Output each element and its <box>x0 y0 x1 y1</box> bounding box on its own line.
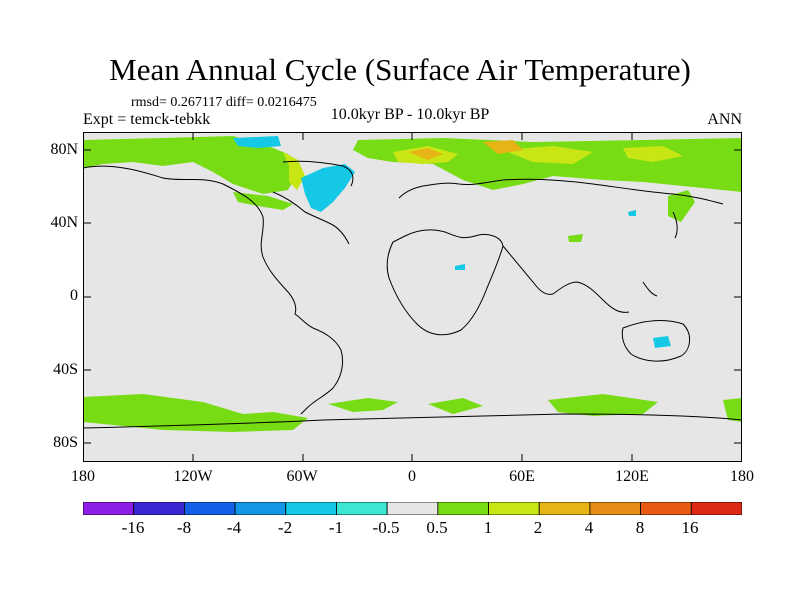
colorbar-label: 8 <box>635 518 645 537</box>
colorbar <box>83 502 742 515</box>
colorbar-swatch <box>437 502 489 515</box>
lat-label-80n: 80N <box>50 141 78 158</box>
colorbar-label: 4 <box>584 518 594 537</box>
warm-anomaly-regions <box>83 136 742 432</box>
colorbar-label: -2 <box>277 518 293 537</box>
colorbar-label: -1 <box>328 518 344 537</box>
lon-label-180w: 180 <box>71 468 95 485</box>
colorbar-swatch <box>336 502 388 515</box>
lon-label-60e: 60E <box>509 468 535 485</box>
season-label: ANN <box>707 111 742 128</box>
colorbar-label: 2 <box>533 518 543 537</box>
colorbar-swatch <box>83 502 135 515</box>
colorbar-label: -4 <box>226 518 242 537</box>
lat-label-40n: 40N <box>50 214 78 231</box>
colorbar-swatch <box>538 502 591 515</box>
chart-title: Mean Annual Cycle (Surface Air Temperatu… <box>109 52 691 87</box>
axis-ticks <box>83 132 742 462</box>
colorbar-swatch <box>234 502 287 515</box>
colorbar-swatch <box>589 502 642 515</box>
lat-label-80s: 80S <box>53 434 78 451</box>
lat-label-eq: 0 <box>70 287 78 304</box>
colorbar-label: -0.5 <box>372 518 400 537</box>
lat-label-40s: 40S <box>53 361 78 378</box>
lon-label-60w: 60W <box>286 468 318 485</box>
lon-label-120w: 120W <box>173 468 213 485</box>
colorbar-label: 0.5 <box>426 518 448 537</box>
lon-label-120e: 120E <box>615 468 649 485</box>
warm-anomaly-peak <box>408 140 523 160</box>
colorbar-label: 1 <box>483 518 493 537</box>
period-label: 10.0kyr BP - 10.0kyr BP <box>330 106 490 123</box>
lon-label-0: 0 <box>408 468 416 485</box>
colorbar-label: -16 <box>121 518 145 537</box>
cool-anomaly-regions <box>233 136 671 348</box>
colorbar-swatch <box>488 502 540 515</box>
colorbar-label: 16 <box>681 518 699 537</box>
world-map <box>83 132 742 462</box>
experiment-label: Expt = temck-tebkk <box>83 111 211 128</box>
colorbar-swatch <box>690 502 742 515</box>
stats-label: rmsd= 0.267117 diff= 0.0216475 <box>131 95 317 110</box>
colorbar-label: -8 <box>176 518 192 537</box>
colorbar-swatch <box>285 502 337 515</box>
colorbar-swatch <box>183 502 236 515</box>
colorbar-swatch <box>640 502 692 515</box>
coastlines <box>83 160 742 429</box>
colorbar-swatch <box>386 502 439 515</box>
colorbar-swatch <box>133 502 185 515</box>
lon-label-180e: 180 <box>730 468 754 485</box>
